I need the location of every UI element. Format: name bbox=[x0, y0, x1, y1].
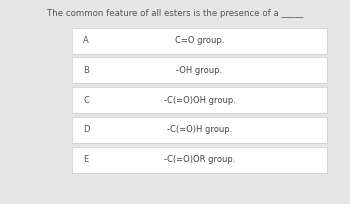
Text: C=O group.: C=O group. bbox=[175, 36, 224, 45]
Text: A: A bbox=[83, 36, 89, 45]
Text: -OH group.: -OH group. bbox=[176, 66, 223, 75]
Text: -C(=O)OH group.: -C(=O)OH group. bbox=[163, 96, 236, 105]
Text: -C(=O)OR group.: -C(=O)OR group. bbox=[164, 155, 235, 164]
Text: The common feature of all esters is the presence of a _____: The common feature of all esters is the … bbox=[47, 9, 303, 18]
Text: C: C bbox=[83, 96, 89, 105]
Text: D: D bbox=[83, 125, 90, 134]
Text: -C(=O)H group.: -C(=O)H group. bbox=[167, 125, 232, 134]
Text: E: E bbox=[83, 155, 89, 164]
Text: B: B bbox=[83, 66, 89, 75]
